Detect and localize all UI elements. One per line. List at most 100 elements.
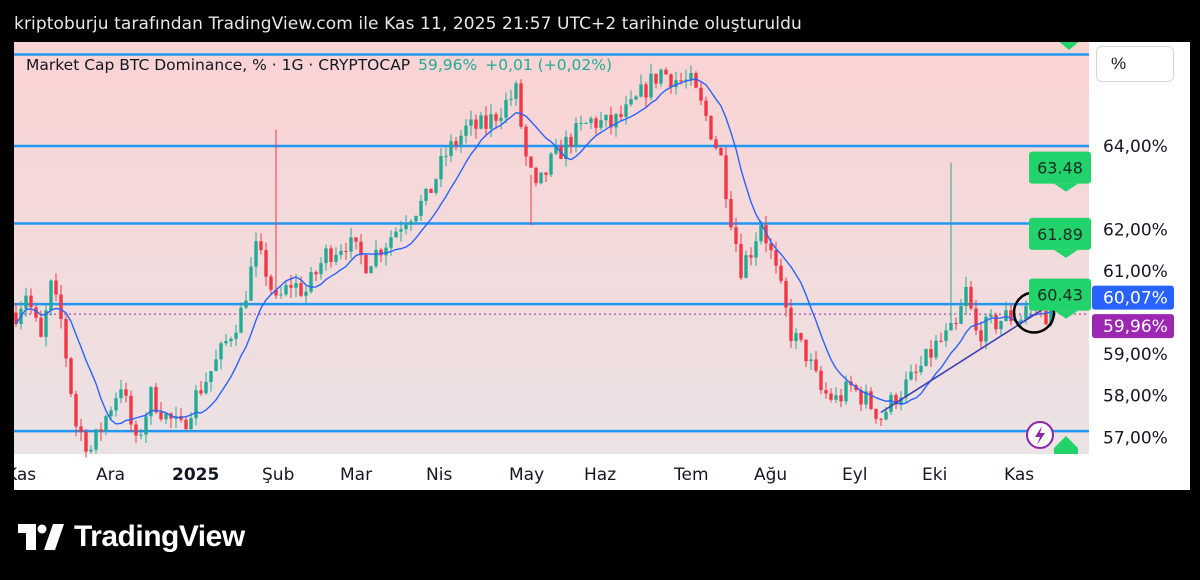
candle-body[interactable]: [254, 241, 258, 267]
candle-body[interactable]: [879, 418, 883, 420]
candle-body[interactable]: [509, 98, 513, 100]
candle-body[interactable]: [989, 314, 993, 317]
candle-body[interactable]: [684, 79, 688, 81]
candle-body[interactable]: [734, 227, 738, 244]
candle-body[interactable]: [654, 73, 658, 84]
candle-body[interactable]: [954, 322, 958, 324]
candle-body[interactable]: [824, 390, 828, 394]
candle-body[interactable]: [269, 276, 273, 290]
candle-body[interactable]: [184, 419, 188, 430]
current-price-tag[interactable]: 59,96%: [1092, 314, 1174, 339]
candle-body[interactable]: [524, 126, 528, 157]
candle-body[interactable]: [284, 285, 288, 295]
candle-body[interactable]: [479, 115, 483, 129]
candle-body[interactable]: [189, 418, 193, 430]
candle-body[interactable]: [764, 225, 768, 244]
candle-body[interactable]: [739, 243, 743, 278]
candle-body[interactable]: [604, 114, 608, 121]
candle-body[interactable]: [974, 308, 978, 331]
candle-body[interactable]: [399, 229, 403, 232]
candle-body[interactable]: [689, 73, 693, 80]
candle-body[interactable]: [704, 100, 708, 116]
candle-body[interactable]: [709, 115, 713, 140]
candle-body[interactable]: [99, 429, 103, 432]
candle-body[interactable]: [964, 286, 968, 307]
candle-body[interactable]: [579, 123, 583, 125]
candle-body[interactable]: [304, 291, 308, 296]
candle-body[interactable]: [554, 146, 558, 154]
candle-body[interactable]: [294, 283, 298, 288]
candle-body[interactable]: [564, 136, 568, 159]
candle-body[interactable]: [889, 394, 893, 412]
candle-body[interactable]: [1004, 310, 1008, 321]
candle-body[interactable]: [794, 333, 798, 342]
candle-body[interactable]: [339, 250, 343, 255]
candle-body[interactable]: [664, 69, 668, 75]
candle-body[interactable]: [44, 310, 48, 337]
candle-body[interactable]: [249, 266, 253, 301]
candle-body[interactable]: [469, 119, 473, 126]
candle-body[interactable]: [869, 391, 873, 409]
candle-body[interactable]: [344, 250, 348, 252]
candle-body[interactable]: [149, 387, 153, 417]
candle-body[interactable]: [224, 340, 228, 344]
candle-body[interactable]: [714, 139, 718, 148]
candle-body[interactable]: [839, 395, 843, 402]
candle-body[interactable]: [719, 147, 723, 156]
candle-body[interactable]: [119, 389, 123, 399]
candle-body[interactable]: [729, 199, 733, 228]
candle-body[interactable]: [994, 314, 998, 330]
candle-body[interactable]: [379, 249, 383, 256]
candle-body[interactable]: [944, 330, 948, 341]
candle-body[interactable]: [634, 96, 638, 100]
candle-body[interactable]: [624, 104, 628, 117]
candle-body[interactable]: [334, 254, 338, 262]
candle-body[interactable]: [194, 390, 198, 419]
candle-body[interactable]: [874, 408, 878, 419]
candle-body[interactable]: [309, 272, 313, 292]
candle-body[interactable]: [404, 224, 408, 230]
candle-body[interactable]: [594, 118, 598, 128]
candle-body[interactable]: [114, 398, 118, 411]
candle-body[interactable]: [674, 80, 678, 88]
candle-body[interactable]: [864, 391, 868, 405]
candle-body[interactable]: [829, 393, 833, 400]
candle-body[interactable]: [759, 225, 763, 242]
candle-body[interactable]: [279, 294, 283, 296]
candle-body[interactable]: [234, 332, 238, 339]
candle-body[interactable]: [499, 117, 503, 121]
candle-body[interactable]: [109, 410, 113, 417]
candle-body[interactable]: [949, 322, 953, 331]
candle-body[interactable]: [74, 394, 78, 427]
candle-body[interactable]: [199, 390, 203, 394]
ma-value-tag[interactable]: 60,07%: [1092, 285, 1174, 310]
candle-body[interactable]: [504, 99, 508, 118]
candle-body[interactable]: [919, 365, 923, 373]
candle-body[interactable]: [219, 343, 223, 360]
candle-body[interactable]: [274, 289, 278, 296]
candle-body[interactable]: [659, 69, 663, 84]
candle-body[interactable]: [589, 118, 593, 123]
target-label-60-43[interactable]: 60.43: [1029, 278, 1091, 319]
candle-body[interactable]: [809, 359, 813, 362]
candle-body[interactable]: [259, 241, 263, 251]
candle-body[interactable]: [569, 136, 573, 147]
trendline[interactable]: [880, 303, 1052, 414]
lightning-icon[interactable]: [1026, 421, 1054, 449]
candle-body[interactable]: [639, 84, 643, 97]
candle-body[interactable]: [629, 99, 633, 105]
candle-body[interactable]: [104, 416, 108, 432]
candle-body[interactable]: [909, 371, 913, 380]
candle-body[interactable]: [354, 237, 358, 242]
candle-body[interactable]: [229, 338, 233, 341]
target-label-63-48[interactable]: 63.48: [1029, 151, 1091, 192]
candle-body[interactable]: [324, 248, 328, 264]
candle-body[interactable]: [484, 115, 488, 129]
candle-body[interactable]: [439, 156, 443, 180]
candle-body[interactable]: [514, 83, 518, 99]
candle-body[interactable]: [319, 263, 323, 275]
candle-body[interactable]: [434, 179, 438, 193]
candle-body[interactable]: [14, 312, 18, 324]
candle-body[interactable]: [24, 295, 28, 309]
candle-body[interactable]: [459, 135, 463, 146]
